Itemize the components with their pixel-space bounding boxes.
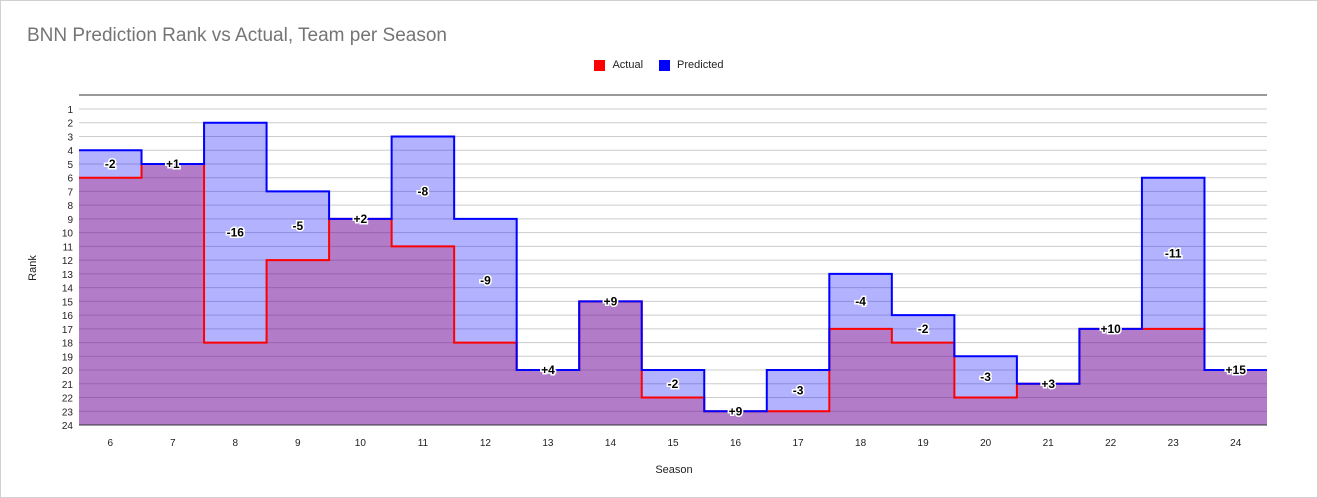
data-label: -2 — [105, 157, 116, 171]
x-tick-label: 17 — [792, 438, 804, 449]
legend-label-predicted: Predicted — [677, 59, 724, 71]
data-label: -16 — [227, 226, 245, 240]
data-label: +4 — [541, 363, 555, 377]
data-label: +1 — [166, 157, 180, 171]
x-tick-label: 19 — [918, 438, 930, 449]
x-tick-label: 12 — [480, 438, 492, 449]
legend-label-actual: Actual — [612, 59, 644, 71]
data-label: -9 — [480, 274, 491, 288]
data-label: -11 — [1165, 246, 1182, 260]
y-tick-label: 20 — [62, 366, 74, 377]
y-tick-label: 3 — [67, 132, 73, 143]
x-tick-label: 6 — [107, 438, 113, 449]
x-tick-label: 10 — [355, 438, 367, 449]
y-tick-label: 14 — [62, 284, 74, 295]
legend-item-actual[interactable]: Actual — [594, 59, 643, 71]
x-tick-label: 21 — [1043, 438, 1055, 449]
y-axis-label: Rank — [27, 255, 39, 281]
data-label: -3 — [793, 384, 804, 398]
y-tick-label: 12 — [62, 256, 74, 267]
x-tick-label: 18 — [855, 438, 867, 449]
y-tick-label: 1 — [67, 105, 73, 116]
data-label: -8 — [418, 184, 429, 198]
y-tick-label: 23 — [62, 407, 74, 418]
y-tick-label: 18 — [62, 339, 74, 350]
legend-swatch-predicted — [659, 59, 671, 71]
x-tick-label: 9 — [295, 438, 301, 449]
data-label: +3 — [1041, 377, 1055, 391]
data-label: +9 — [729, 404, 743, 418]
chart-title: BNN Prediction Rank vs Actual, Team per … — [27, 25, 447, 46]
x-tick-label: 24 — [1230, 438, 1242, 449]
y-tick-label: 13 — [62, 270, 74, 281]
x-tick-label: 20 — [980, 438, 992, 449]
y-tick-label: 4 — [67, 146, 73, 157]
x-tick-label: 11 — [418, 438, 429, 449]
data-label: +9 — [604, 294, 618, 308]
data-label: -5 — [293, 219, 304, 233]
legend-item-predicted[interactable]: Predicted — [659, 59, 724, 71]
y-tick-label: 5 — [67, 160, 73, 171]
data-label: -2 — [918, 322, 929, 336]
y-tick-label: 19 — [62, 352, 74, 363]
y-tick-label: 10 — [62, 229, 74, 240]
data-label: +15 — [1226, 363, 1247, 377]
y-tick-label: 17 — [62, 325, 74, 336]
y-tick-label: 15 — [62, 297, 74, 308]
y-tick-label: 21 — [62, 380, 74, 391]
y-tick-label: 11 — [63, 242, 74, 253]
data-label: -2 — [668, 377, 679, 391]
y-tick-label: 16 — [62, 311, 74, 322]
data-label: -4 — [855, 294, 866, 308]
series-line-predicted — [79, 121, 1267, 413]
data-label: -3 — [980, 370, 991, 384]
y-tick-label: 7 — [67, 187, 73, 198]
y-tick-label: 24 — [62, 421, 74, 432]
x-tick-label: 22 — [1105, 438, 1117, 449]
legend-swatch-actual — [594, 59, 606, 71]
y-tick-label: 2 — [67, 119, 73, 130]
y-tick-label: 6 — [67, 174, 73, 185]
x-tick-label: 8 — [233, 438, 239, 449]
series-area-actual — [79, 163, 1267, 425]
y-tick-label: 9 — [67, 215, 73, 226]
data-label: +2 — [354, 212, 368, 226]
x-tick-label: 15 — [667, 438, 679, 449]
x-tick-label: 7 — [170, 438, 176, 449]
legend: Actual Predicted — [0, 59, 1318, 71]
x-tick-label: 23 — [1168, 438, 1180, 449]
series-area-predicted — [79, 122, 1267, 425]
data-label: +10 — [1101, 322, 1122, 336]
y-tick-label: 22 — [62, 394, 74, 405]
x-axis-label: Season — [655, 464, 693, 476]
y-tick-label: 8 — [67, 201, 73, 212]
x-tick-label: 16 — [730, 438, 742, 449]
x-tick-label: 14 — [605, 438, 617, 449]
x-tick-label: 13 — [542, 438, 554, 449]
